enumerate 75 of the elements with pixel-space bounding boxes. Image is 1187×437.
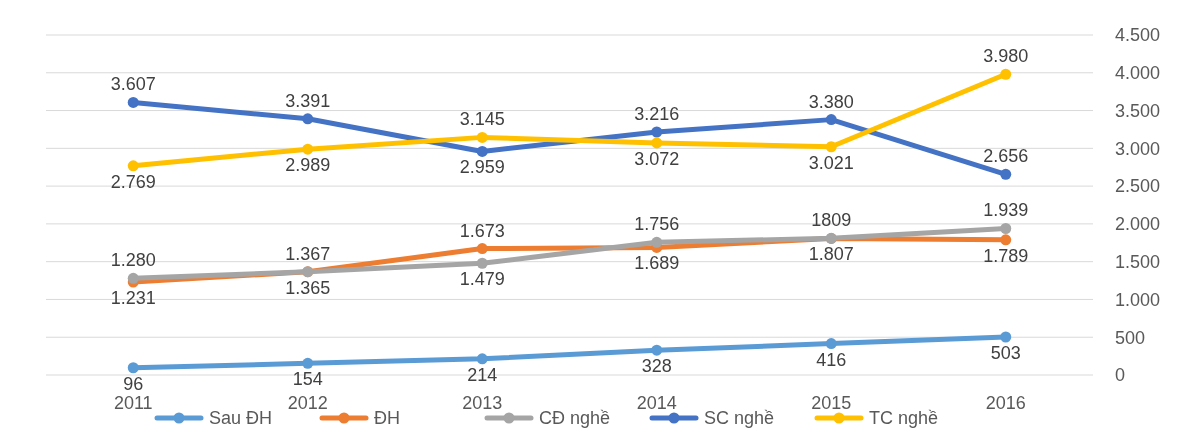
point <box>476 145 488 157</box>
legend-label: Sau ĐH <box>209 408 273 429</box>
x-tick-label: 2012 <box>287 393 328 413</box>
data-label: 96 <box>123 373 144 394</box>
y-tick-label: 4.000 <box>1115 63 1161 84</box>
point <box>476 257 488 269</box>
point <box>127 96 139 108</box>
data-label: 1.673 <box>459 220 505 241</box>
point <box>127 160 139 172</box>
y-tick-label: 2.500 <box>1115 176 1161 197</box>
point <box>302 143 314 155</box>
data-label: 1.367 <box>285 243 331 264</box>
data-label: 3.391 <box>285 90 331 111</box>
x-tick-label: 2014 <box>636 393 677 413</box>
x-tick-label: 2011 <box>113 393 153 413</box>
point <box>1000 234 1012 246</box>
point <box>651 344 663 356</box>
data-label: 1.789 <box>983 245 1029 266</box>
point <box>127 362 139 374</box>
data-label: 3.216 <box>634 104 680 125</box>
y-tick-label: 2.000 <box>1115 214 1161 235</box>
x-tick-label: 2016 <box>985 393 1026 413</box>
point <box>825 114 837 126</box>
data-label: 1.365 <box>285 277 331 298</box>
data-label: 3.380 <box>808 91 854 112</box>
y-tick-label: 500 <box>1115 327 1146 348</box>
data-label: 3.607 <box>110 74 156 95</box>
point <box>1000 68 1012 80</box>
legend-label: ĐH <box>374 408 400 429</box>
data-label: 328 <box>641 356 672 377</box>
legend-label: TC nghề <box>869 408 939 429</box>
data-label: 2.769 <box>110 171 156 192</box>
point <box>651 126 663 138</box>
data-label: 1.479 <box>459 269 505 290</box>
data-label: 154 <box>292 369 323 390</box>
data-label: 2.959 <box>459 157 505 178</box>
data-label: 1.689 <box>634 253 680 274</box>
data-label: 3.980 <box>983 46 1029 67</box>
data-label: 503 <box>990 343 1021 363</box>
x-tick-label: 2015 <box>811 393 852 413</box>
point <box>825 141 837 153</box>
data-label: 214 <box>467 364 498 385</box>
point <box>476 131 488 143</box>
data-label: 3.145 <box>459 109 505 130</box>
point <box>476 243 488 255</box>
point <box>1000 168 1012 180</box>
data-label: 1.807 <box>808 244 854 265</box>
data-label: 2.989 <box>285 155 331 176</box>
y-tick-label: 4.500 <box>1115 25 1161 46</box>
point <box>302 357 314 369</box>
point <box>127 272 139 284</box>
point <box>476 353 488 365</box>
point <box>302 113 314 125</box>
data-label: 3.072 <box>634 148 680 169</box>
point <box>651 137 663 149</box>
data-label: 1809 <box>811 210 852 231</box>
data-label: 2.656 <box>983 146 1029 167</box>
data-label: 3.021 <box>808 152 854 173</box>
y-tick-label: 1.000 <box>1115 289 1161 310</box>
data-label: 1.756 <box>634 214 680 235</box>
point <box>825 338 837 350</box>
y-tick-label: 1.500 <box>1115 251 1161 272</box>
y-tick-label: 3.500 <box>1115 100 1161 121</box>
data-label: 1.939 <box>983 200 1029 221</box>
data-label: 416 <box>816 349 847 370</box>
y-tick-label: 3.000 <box>1115 138 1161 159</box>
data-label: 1.231 <box>110 287 156 308</box>
point <box>651 236 663 248</box>
data-label: 1.280 <box>110 250 156 271</box>
legend-label: CĐ nghề <box>539 408 611 429</box>
legend-label: SC nghề <box>704 408 775 429</box>
y-tick-label: 0 <box>1115 365 1126 386</box>
point <box>1000 223 1012 234</box>
x-tick-label: 2013 <box>462 393 503 413</box>
point <box>1000 331 1012 343</box>
